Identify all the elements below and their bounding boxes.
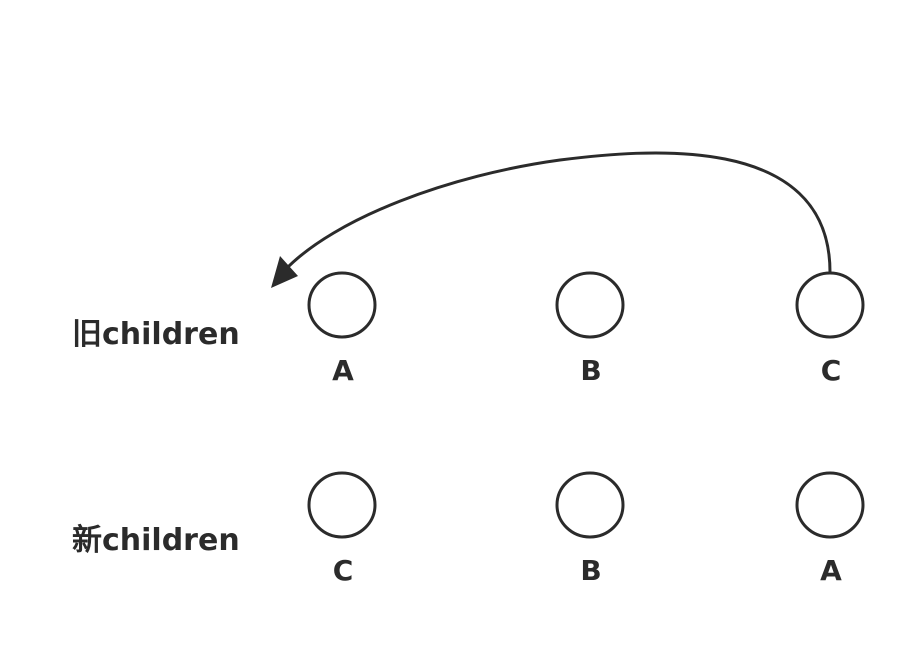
node-circle — [555, 471, 625, 539]
node-label: C — [333, 554, 354, 587]
node-circle — [795, 271, 865, 339]
node-label: A — [332, 354, 354, 387]
move-arrow — [271, 151, 832, 288]
move-arrow-head — [271, 256, 298, 288]
node-label: A — [820, 554, 842, 587]
node-label: B — [580, 354, 601, 387]
old-node-3: C — [795, 271, 865, 387]
row-label-new: 新children — [72, 523, 240, 558]
node-circle — [307, 471, 377, 539]
row-new-children: 新children C B A — [72, 471, 865, 587]
old-node-1: A — [307, 271, 377, 387]
node-circle — [307, 271, 377, 339]
node-circle — [795, 471, 865, 539]
old-node-2: B — [555, 271, 625, 387]
new-node-1: C — [307, 471, 377, 587]
node-label: C — [821, 354, 842, 387]
new-node-3: A — [795, 471, 865, 587]
node-circle — [555, 271, 625, 339]
new-node-2: B — [555, 471, 625, 587]
node-label: B — [580, 554, 601, 587]
move-arrow-curve — [283, 151, 832, 273]
row-old-children: 旧children A B C — [72, 271, 865, 387]
row-label-old: 旧children — [72, 317, 240, 352]
